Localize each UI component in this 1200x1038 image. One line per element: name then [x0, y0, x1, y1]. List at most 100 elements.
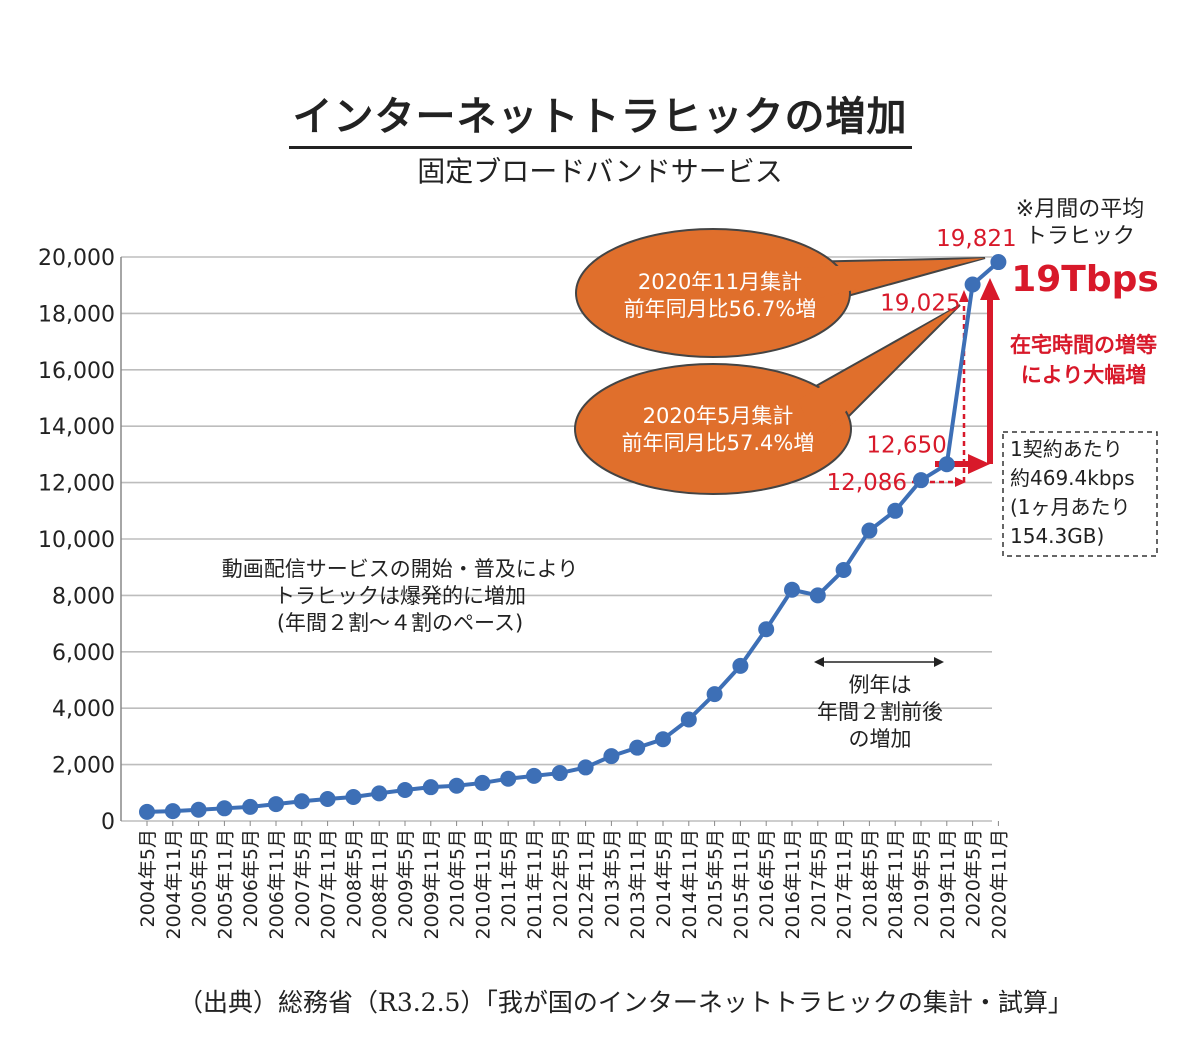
- data-point: [603, 748, 620, 765]
- y-axis: 0 2,000 4,000 6,000 8,000 10,000 12,000 14,000 1…: [38, 246, 122, 835]
- data-point: [990, 254, 1007, 271]
- video-line2: トラヒックは爆発的に増加: [274, 584, 526, 608]
- y-tick-label: 18,000: [38, 302, 115, 327]
- per-contract-line3: (1ヶ月あたり: [1010, 495, 1131, 519]
- per-contract-line2: 約469.4kbps: [1010, 466, 1135, 490]
- right-arrowhead-solid: [968, 454, 990, 474]
- data-point: [345, 789, 362, 806]
- x-tick-label: 2004年11月: [163, 829, 185, 940]
- x-axis: 2004年5月 2004年11月 2005年5月 2005年11月 2006年5月 200…: [137, 821, 1010, 940]
- monthly-avg-line1: ※月間の平均: [1015, 197, 1145, 222]
- data-point: [500, 770, 517, 787]
- x-tick-label: 2009年5月: [395, 829, 417, 927]
- x-tick-label: 2007年5月: [292, 829, 314, 927]
- data-point: [861, 522, 878, 539]
- x-tick-label: 2013年5月: [601, 829, 623, 927]
- x-tick-label: 2011年11月: [524, 829, 546, 940]
- data-point: [216, 800, 233, 817]
- chart-subtitle: 固定ブロードバンドサービス: [417, 155, 783, 188]
- x-tick-label: 2010年11月: [472, 829, 494, 940]
- data-point: [577, 759, 594, 776]
- data-point: [526, 767, 542, 784]
- stay-home-line1: 在宅時間の増等: [1010, 333, 1157, 357]
- data-point: [835, 562, 852, 579]
- data-point: [809, 587, 826, 604]
- series-points: [139, 254, 1007, 820]
- per-contract-line4: 154.3GB): [1010, 524, 1105, 548]
- video-note: 動画配信サービスの開始・普及により トラヒックは爆発的に増加 (年間２割～４割の…: [200, 556, 600, 637]
- right-arrowhead-dashed: [955, 477, 966, 487]
- tbps-value: 19Tbps: [1011, 259, 1159, 300]
- video-line3: (年間２割～４割のペース): [276, 611, 524, 635]
- x-tick-label: 2006年5月: [240, 829, 262, 927]
- point-value-label: 19,821: [936, 226, 1016, 252]
- x-tick-label: 2015年11月: [730, 829, 752, 940]
- data-point: [706, 686, 723, 703]
- y-tick-label: 8,000: [52, 584, 115, 609]
- y-tick-label: 16,000: [38, 359, 115, 384]
- data-point: [448, 777, 465, 794]
- point-value-label: 12,650: [866, 432, 946, 458]
- data-point: [474, 774, 491, 791]
- data-point: [887, 502, 904, 519]
- data-point: [422, 779, 439, 796]
- data-point: [784, 581, 800, 598]
- data-point: [655, 731, 671, 748]
- x-tick-label: 2017年11月: [834, 829, 856, 940]
- chart-title: インターネットトラヒックの増加: [288, 84, 912, 149]
- usual-line1: 例年は: [848, 673, 912, 697]
- x-tick-label: 2017年5月: [808, 829, 830, 927]
- per-contract-box: [1002, 431, 1158, 557]
- x-tick-label: 2008年5月: [343, 829, 365, 927]
- x-tick-label: 2006年11月: [266, 829, 288, 940]
- bubble-may-2020-line1: 2020年5月集計: [643, 404, 794, 428]
- stay-home-note: 在宅時間の増等 により大幅増: [1006, 330, 1161, 390]
- y-tick-label: 6,000: [52, 641, 115, 666]
- y-tick-label: 2,000: [52, 754, 115, 779]
- series-line: [146, 260, 1000, 814]
- x-tick-label: 2018年11月: [885, 829, 907, 940]
- usual-note: 例年は 年間２割前後 の増加: [800, 672, 960, 753]
- data-point: [242, 798, 259, 815]
- data-point: [680, 711, 697, 728]
- x-tick-label: 2016年11月: [782, 829, 804, 940]
- point-value-label: 19,025: [880, 290, 960, 316]
- per-contract-line1: 1契約あたり: [1010, 437, 1123, 461]
- x-tick-label: 2014年11月: [679, 829, 701, 940]
- x-tick-label: 2011年5月: [498, 829, 520, 927]
- x-tick-label: 2009年11月: [421, 829, 443, 940]
- jump-arrows: [912, 278, 1000, 487]
- y-tick-label: 20,000: [38, 246, 115, 271]
- data-point: [164, 803, 181, 820]
- source-citation: （出典）総務省（R3.2.5）「我が国のインターネットトラヒックの集計・試算」: [178, 988, 1073, 1017]
- y-tick-label: 10,000: [38, 528, 115, 553]
- x-tick-label: 2008年11月: [369, 829, 391, 940]
- x-tick-label: 2020年5月: [963, 829, 985, 927]
- data-point: [397, 781, 413, 798]
- bubble-nov-2020-line2: 前年同月比56.7%増: [624, 297, 817, 321]
- y-tick-label: 4,000: [52, 697, 115, 722]
- x-tick-label: 2004年5月: [137, 829, 159, 927]
- up-arrowhead-dashed: [959, 290, 969, 302]
- y-tick-label: 14,000: [38, 415, 115, 440]
- x-tick-label: 2016年5月: [756, 829, 778, 927]
- x-tick-label: 2012年5月: [550, 829, 572, 927]
- x-tick-label: 2019年5月: [911, 829, 933, 927]
- data-point: [319, 791, 336, 808]
- usual-line2: 年間２割前後: [817, 700, 943, 724]
- per-contract-note: 1契約あたり 約469.4kbps (1ヶ月あたり 154.3GB): [1010, 435, 1155, 551]
- bubble-nov-2020: 2020年11月集計 前年同月比56.7%増: [575, 228, 986, 358]
- x-tick-label: 2013年11月: [627, 829, 649, 940]
- bubble-may-2020: 2020年5月集計 前年同月比57.4%増: [574, 304, 961, 495]
- x-tick-label: 2020年11月: [988, 829, 1010, 940]
- y-tick-label: 12,000: [38, 472, 115, 497]
- monthly-avg-note: ※月間の平均 トラヒック: [1000, 196, 1160, 250]
- video-line1: 動画配信サービスの開始・普及により: [221, 557, 579, 581]
- y-tick-label: 0: [101, 810, 115, 835]
- x-tick-label: 2018年5月: [859, 829, 881, 927]
- x-tick-label: 2019年11月: [937, 829, 959, 940]
- data-point: [758, 621, 775, 638]
- monthly-avg-line2: トラヒック: [1024, 224, 1135, 249]
- title-wrap: インターネットトラヒックの増加: [0, 84, 1200, 149]
